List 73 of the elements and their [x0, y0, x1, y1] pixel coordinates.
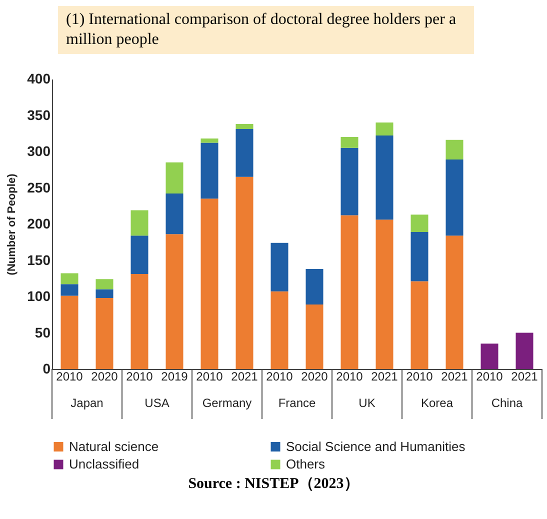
bar	[410, 214, 428, 232]
text: Japan	[70, 396, 104, 410]
bar	[480, 344, 498, 369]
bar	[376, 220, 394, 369]
x-tick-label: 2021	[371, 370, 398, 384]
bar	[270, 242, 288, 292]
x-tick-label: 2010	[336, 370, 364, 384]
x-tick-label: 2010	[476, 370, 504, 384]
bar	[236, 176, 254, 369]
y-tick-label: 150	[27, 252, 51, 268]
text: UK	[358, 396, 376, 410]
text: France	[278, 396, 316, 410]
legend-label: Social Science and Humanities	[286, 438, 466, 454]
bar	[410, 281, 428, 369]
bar	[340, 215, 358, 369]
bar	[200, 198, 218, 369]
y-tick-label: 200	[27, 216, 51, 232]
bar	[96, 298, 114, 369]
bar	[446, 159, 464, 236]
y-tick-label: 350	[27, 106, 51, 123]
x-tick-label: 2010	[406, 370, 434, 384]
y-tick-label: 50	[34, 324, 51, 340]
text: Korea	[420, 396, 454, 410]
x-tick-label: 2010	[126, 370, 154, 384]
y-tick-label: 400	[27, 70, 51, 86]
text: Germany	[202, 396, 252, 410]
y-tick-label: 0	[42, 360, 51, 376]
bar	[166, 194, 184, 234]
bar	[236, 129, 254, 177]
legend-label: Natural science	[69, 438, 159, 454]
bar	[130, 274, 148, 369]
x-tick-label: 2020	[91, 370, 118, 384]
bar	[376, 136, 394, 220]
x-tick-label: 2010	[266, 370, 294, 384]
bar	[446, 140, 464, 160]
bar	[270, 291, 288, 369]
bar	[340, 148, 358, 216]
bar	[166, 234, 184, 369]
legend-label: Unclassified	[69, 456, 140, 472]
y-tick-label: 250	[27, 179, 51, 196]
text: China	[491, 396, 523, 410]
legend-label: Others	[286, 456, 326, 472]
bar	[446, 236, 464, 369]
bar	[410, 232, 428, 282]
x-tick-label: 2010	[196, 370, 224, 384]
y-axis-title: (Number of People)	[6, 173, 18, 276]
bar	[376, 122, 394, 136]
bar	[96, 279, 114, 290]
bar	[306, 268, 324, 304]
text: USA	[144, 396, 170, 410]
bar	[96, 289, 114, 298]
source-note: Source : NISTEP（2023）	[187, 475, 360, 493]
bar	[200, 138, 218, 143]
x-tick-label: 2021	[441, 370, 468, 384]
x-tick-label: 2010	[56, 370, 84, 384]
y-tick-label: 100	[27, 288, 51, 304]
bar	[60, 273, 78, 284]
bar	[60, 296, 78, 369]
bar	[130, 210, 148, 236]
chart-title: (1) International comparison of doctoral degree holders per a million people	[58, 6, 474, 54]
x-tick-label: 2019	[161, 370, 188, 384]
bar	[306, 304, 324, 369]
x-tick-label: 2021	[511, 370, 538, 384]
bar	[166, 162, 184, 194]
bar	[200, 142, 218, 199]
bar	[340, 137, 358, 148]
y-tick-label: 300	[27, 143, 51, 159]
x-tick-label: 2021	[231, 370, 258, 384]
x-tick-label: 2020	[301, 370, 328, 384]
bar	[516, 332, 534, 369]
bar	[60, 284, 78, 296]
bar	[236, 124, 254, 130]
bar	[130, 236, 148, 274]
